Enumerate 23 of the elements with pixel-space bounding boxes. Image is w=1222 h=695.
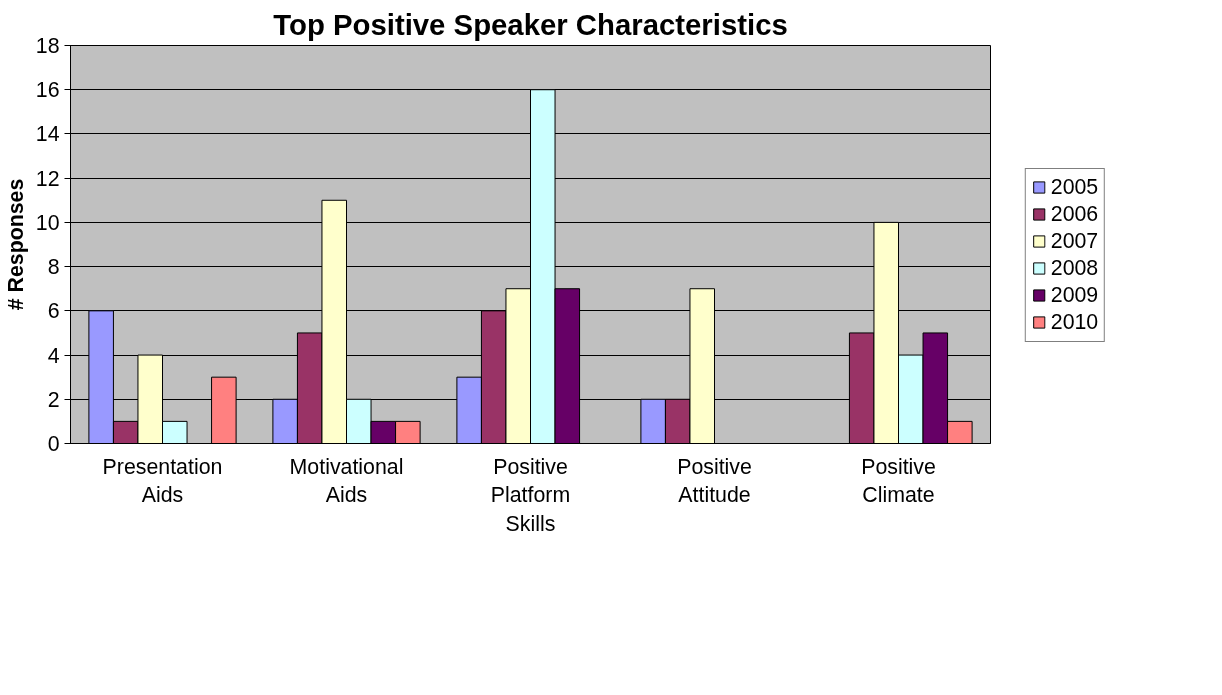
x-tick-label: Positive Platform Skills	[490, 454, 571, 537]
x-tick-label: Presentation Aids	[102, 454, 223, 508]
y-tick-label: 18	[35, 34, 60, 58]
legend-label: 2005	[1050, 174, 1099, 200]
legend-label: 2006	[1050, 201, 1099, 227]
y-tick-label: 0	[47, 432, 60, 456]
y-tick-label: 2	[47, 387, 60, 412]
y-tick-label: 10	[35, 210, 60, 235]
legend-label: 2009	[1050, 282, 1099, 308]
x-tick-label: Positive Climate	[861, 454, 936, 508]
y-tick-label: 6	[47, 299, 60, 324]
legend-label: 2010	[1050, 309, 1099, 335]
y-tick-label: 12	[35, 166, 60, 191]
y-tick-label: 4	[47, 343, 60, 368]
x-tick-label: Motivational Aids	[289, 454, 404, 508]
y-tick-label: 8	[47, 255, 60, 280]
legend-label: 2008	[1050, 255, 1099, 281]
legend-label: 2007	[1050, 228, 1099, 254]
y-axis-title: # Responses	[3, 178, 28, 311]
y-tick-label: 16	[35, 78, 60, 103]
x-tick-label: Positive Attitude	[677, 454, 752, 508]
chart-title: Top Positive Speaker Characteristics	[273, 7, 788, 41]
y-tick-label: 14	[35, 122, 60, 147]
